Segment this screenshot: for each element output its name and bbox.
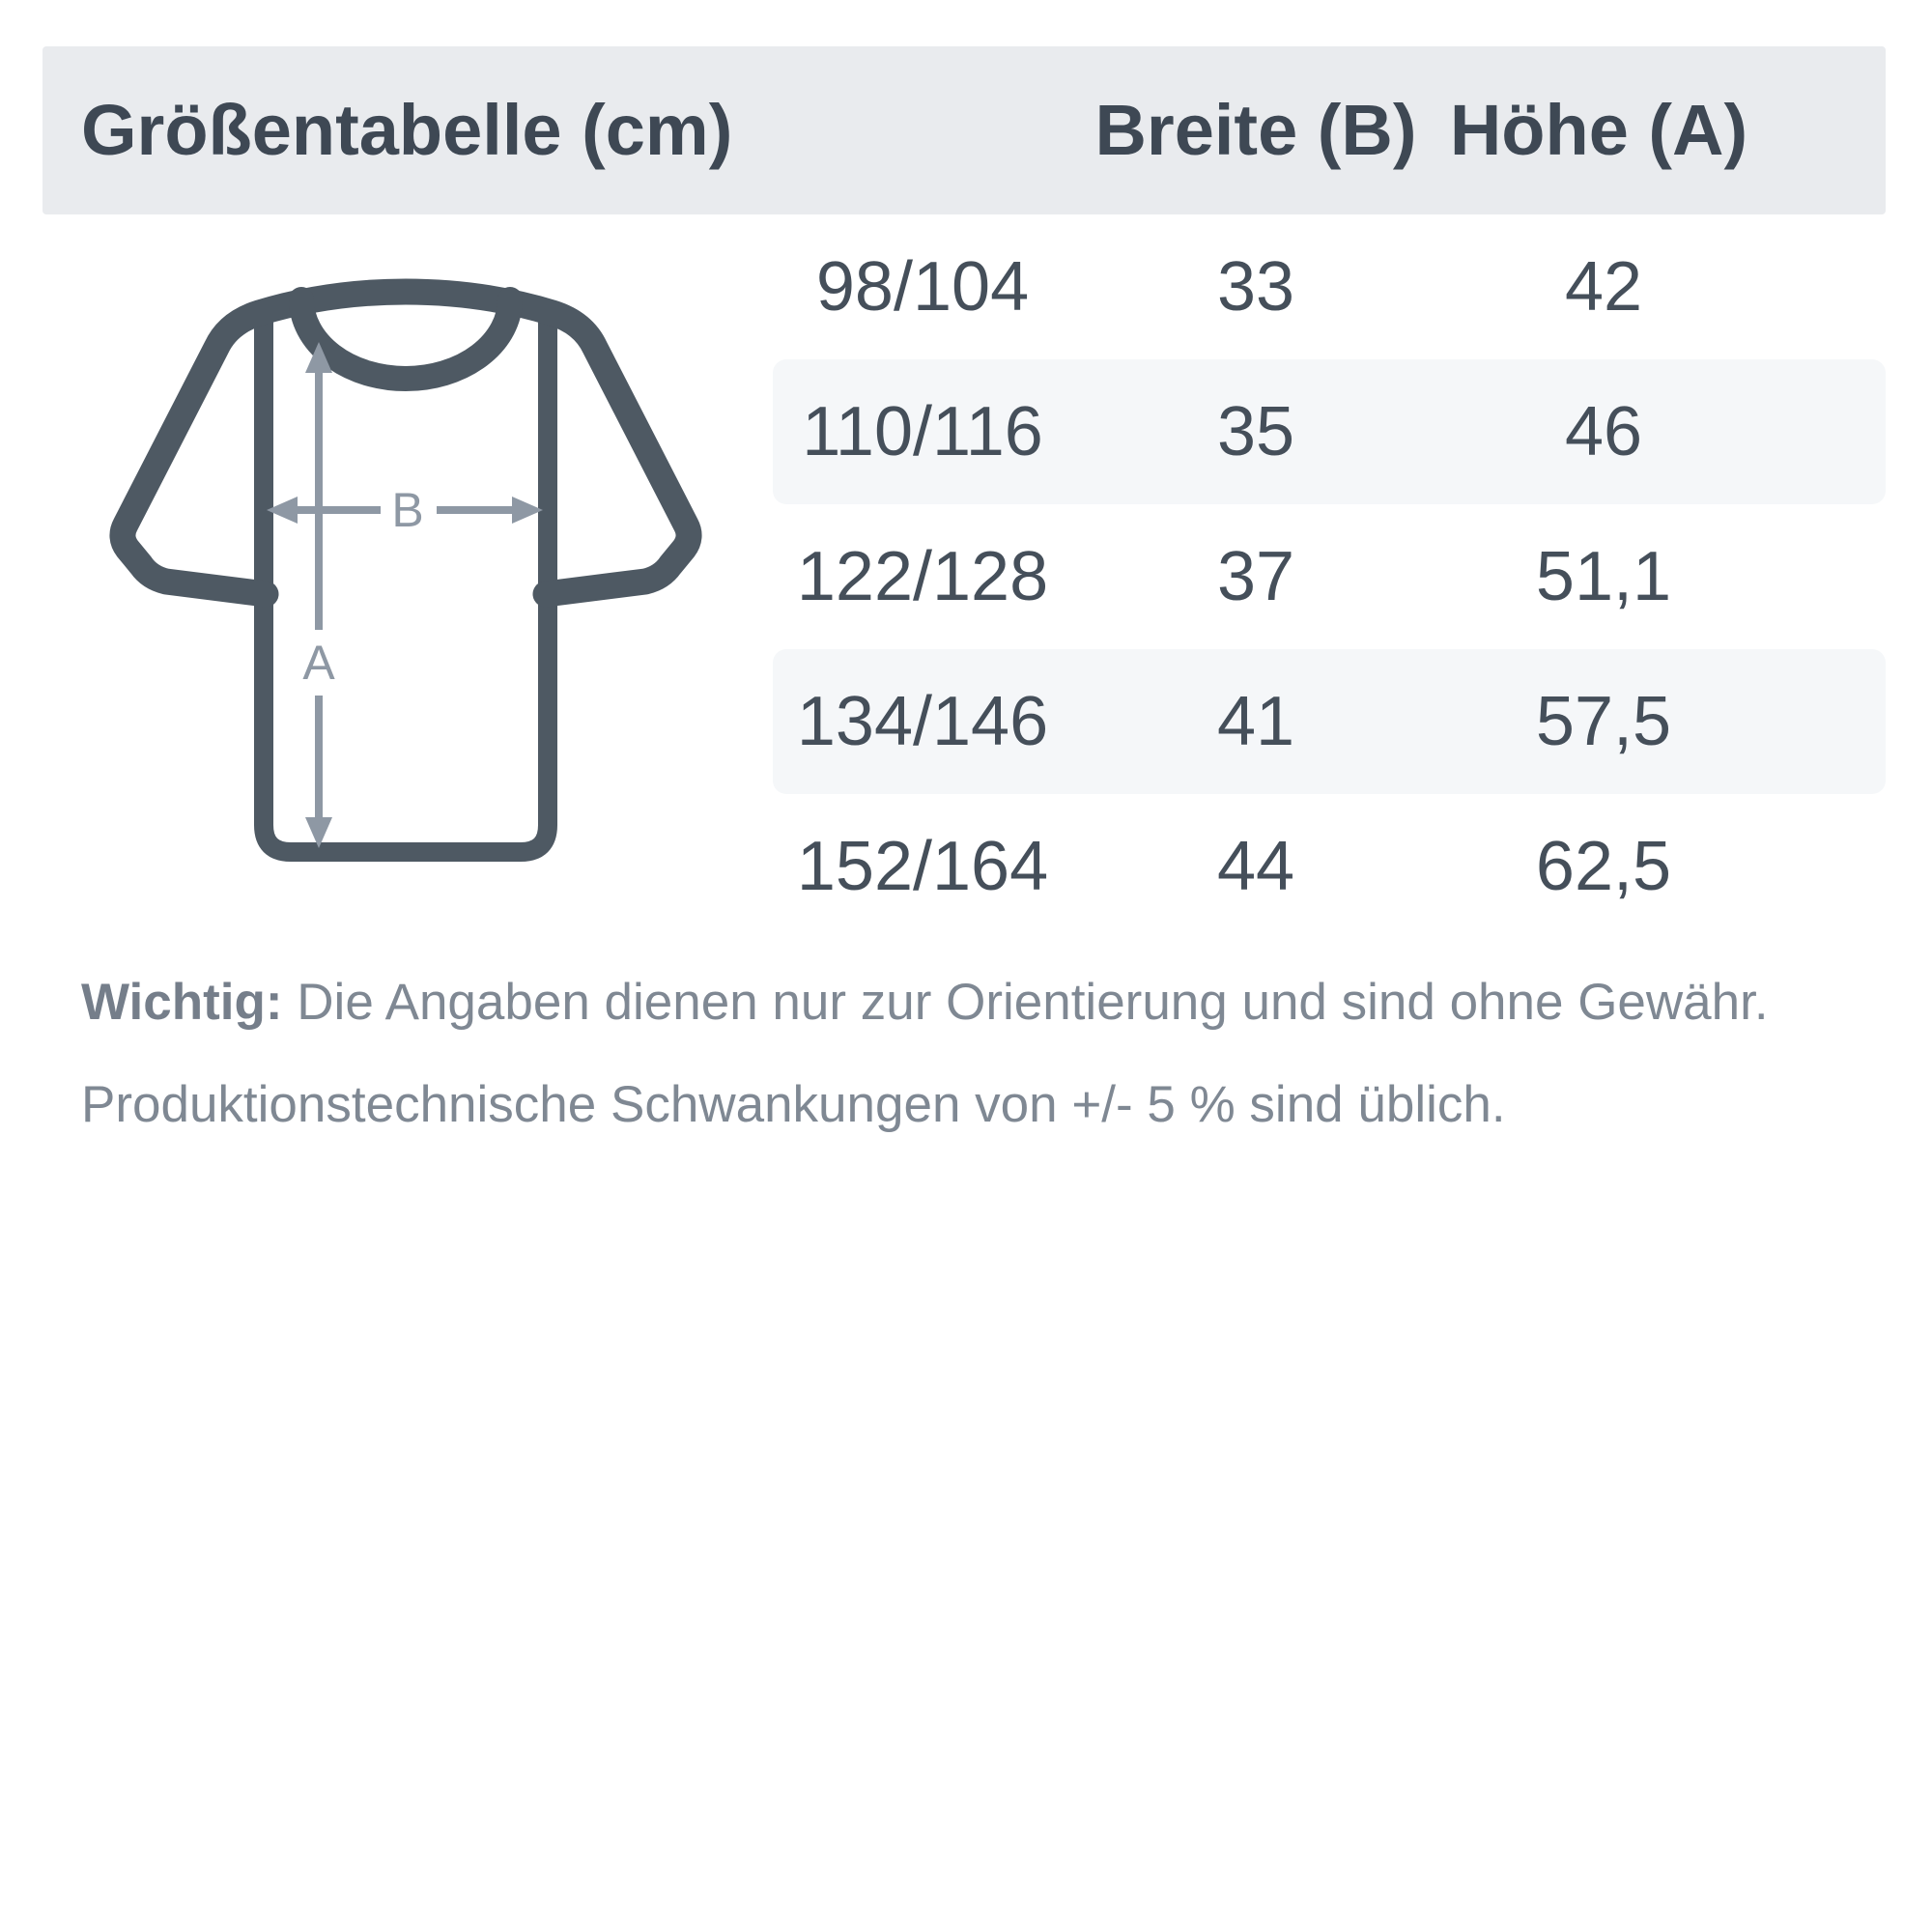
table-row: 122/128 37 51,1 <box>773 504 1886 649</box>
arrowhead-left-icon <box>267 497 298 524</box>
tshirt-collar <box>289 287 523 391</box>
column-header-width: Breite (B) <box>1094 90 1417 170</box>
height-cell: 46 <box>1564 393 1643 470</box>
size-cell: 134/146 <box>796 683 1049 760</box>
size-cell: 122/128 <box>796 538 1049 615</box>
size-cell: 98/104 <box>815 248 1030 326</box>
width-cell: 44 <box>1216 828 1295 905</box>
height-cell: 62,5 <box>1535 828 1672 905</box>
height-cell: 42 <box>1564 248 1643 326</box>
tshirt-silhouette <box>109 278 702 608</box>
disclaimer-prefix: Wichtig: <box>81 974 283 1031</box>
table-row: 98/104 33 42 <box>773 214 1886 359</box>
width-measure-label: B <box>391 483 423 537</box>
tshirt-icon: A B <box>109 278 702 862</box>
tshirt-body-outline <box>254 305 557 862</box>
disclaimer-line1: Die Angaben dienen nur zur Orientierung … <box>282 974 1769 1031</box>
arrowhead-up-icon <box>305 342 332 373</box>
measure-arrows: A B <box>267 342 543 848</box>
width-cell: 33 <box>1216 248 1295 326</box>
height-cell: 57,5 <box>1535 683 1672 760</box>
table-row: 134/146 41 57,5 <box>773 649 1886 794</box>
width-cell: 41 <box>1216 683 1295 760</box>
table-header-band: Größentabelle (cm) Breite (B) Höhe (A) <box>43 46 1886 214</box>
disclaimer-line2: Produktionstechnische Schwankungen von +… <box>81 1076 1506 1133</box>
table-row: 152/164 44 62,5 <box>773 794 1886 939</box>
page-title: Größentabelle (cm) <box>81 90 733 170</box>
size-cell: 152/164 <box>796 828 1049 905</box>
height-cell: 51,1 <box>1535 538 1672 615</box>
arrowhead-right-icon <box>512 497 543 524</box>
height-measure-label: A <box>302 636 335 690</box>
width-cell: 35 <box>1216 393 1295 470</box>
column-header-height: Höhe (A) <box>1449 90 1748 170</box>
tshirt-measure-diagram: A B <box>58 251 773 927</box>
size-cell: 110/116 <box>802 393 1043 470</box>
table-row: 110/116 35 46 <box>773 359 1886 504</box>
width-cell: 37 <box>1216 538 1295 615</box>
disclaimer-note: Wichtig: Die Angaben dienen nur zur Orie… <box>81 952 1849 1156</box>
arrowhead-down-icon <box>305 817 332 848</box>
